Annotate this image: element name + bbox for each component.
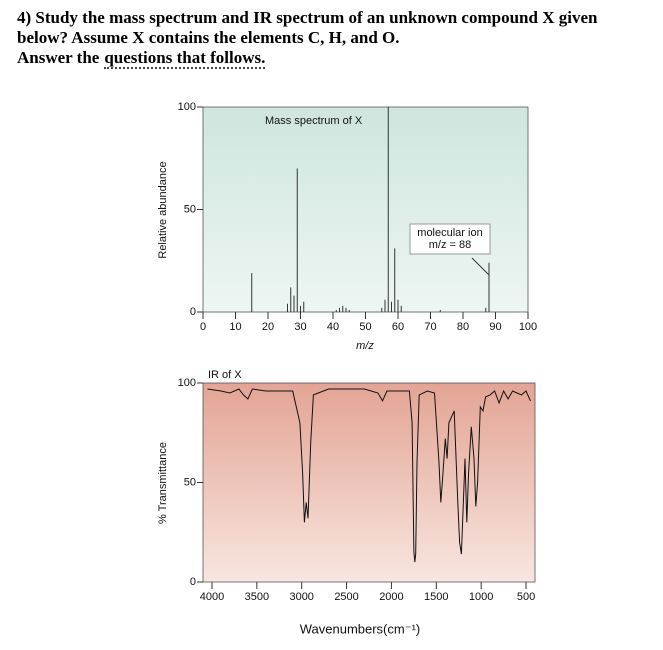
chart-title: Mass spectrum of X bbox=[265, 115, 363, 127]
x-tick-label: 2000 bbox=[379, 591, 403, 603]
y-tick-label: 50 bbox=[184, 203, 196, 215]
annotation-arrow bbox=[471, 257, 490, 276]
y-tick-label: 100 bbox=[178, 377, 196, 389]
x-tick-label: 10 bbox=[229, 321, 241, 333]
plot-area bbox=[202, 106, 529, 313]
y-axis-label: Relative abundance bbox=[157, 161, 169, 258]
spectrum-line bbox=[207, 388, 531, 563]
x-axis-label: m/z bbox=[356, 340, 374, 352]
annotation: m/z = 88 bbox=[429, 239, 472, 251]
annotation: molecular ion bbox=[417, 227, 482, 239]
x-tick-label: 3000 bbox=[289, 591, 313, 603]
x-tick-label: 2500 bbox=[334, 591, 358, 603]
x-tick-label: 0 bbox=[200, 321, 206, 333]
x-tick-label: 20 bbox=[262, 321, 274, 333]
x-tick-label: 50 bbox=[359, 321, 371, 333]
y-tick-label: 0 bbox=[190, 306, 196, 318]
question-text: questions that follows. bbox=[104, 48, 266, 69]
x-tick-label: 4000 bbox=[200, 591, 224, 603]
question-text: Answer the bbox=[17, 48, 100, 67]
question-line: 4) Study the mass spectrum and IR spectr… bbox=[17, 8, 598, 27]
x-tick-label: 60 bbox=[392, 321, 404, 333]
x-axis-label: Wavenumbers(cm⁻¹) bbox=[300, 621, 421, 636]
x-tick-label: 500 bbox=[517, 591, 535, 603]
plot-area bbox=[202, 382, 536, 583]
x-tick-label: 40 bbox=[327, 321, 339, 333]
question-line: below? Assume X contains the elements C,… bbox=[17, 28, 400, 47]
x-tick-label: 1000 bbox=[469, 591, 493, 603]
x-tick-label: 3500 bbox=[245, 591, 269, 603]
x-tick-label: 80 bbox=[457, 321, 469, 333]
y-axis-label: % Transmittance bbox=[157, 442, 169, 524]
annotation-box bbox=[409, 223, 491, 255]
y-tick-label: 100 bbox=[178, 101, 196, 113]
x-tick-label: 1500 bbox=[424, 591, 448, 603]
x-tick-label: 30 bbox=[294, 321, 306, 333]
question: 4) Study the mass spectrum and IR spectr… bbox=[17, 8, 598, 69]
x-tick-label: 70 bbox=[424, 321, 436, 333]
question-line: Answer the questions that follows. bbox=[17, 48, 597, 69]
y-tick-label: 50 bbox=[184, 476, 196, 488]
x-tick-label: 100 bbox=[519, 321, 537, 333]
y-tick-label: 0 bbox=[190, 576, 196, 588]
x-tick-label: 90 bbox=[489, 321, 501, 333]
chart-title: IR of X bbox=[208, 369, 242, 381]
